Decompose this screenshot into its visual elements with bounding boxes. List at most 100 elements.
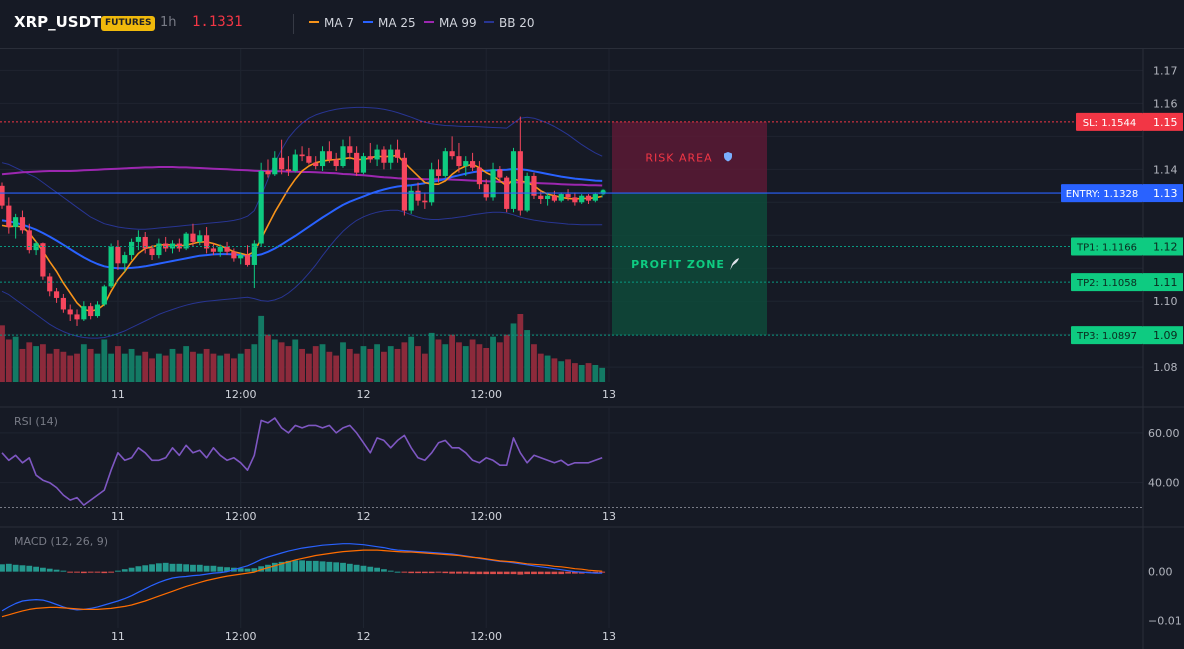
candle[interactable]: [6, 197, 12, 234]
candle[interactable]: [19, 210, 26, 234]
candle[interactable]: [265, 159, 271, 178]
candle[interactable]: [592, 192, 598, 203]
candle[interactable]: [354, 146, 360, 176]
candle[interactable]: [101, 284, 107, 307]
candle[interactable]: [401, 152, 407, 216]
candle[interactable]: [415, 182, 421, 206]
candle[interactable]: [299, 146, 305, 162]
symbol-name[interactable]: XRP_USDT: [14, 13, 102, 31]
candle[interactable]: [360, 152, 367, 175]
candle[interactable]: [285, 156, 292, 176]
candle[interactable]: [74, 309, 80, 326]
candle[interactable]: [483, 179, 489, 201]
candle[interactable]: [388, 144, 394, 170]
macd-histogram-bar: [299, 560, 305, 572]
candle[interactable]: [258, 162, 264, 247]
candle[interactable]: [272, 151, 278, 176]
candle[interactable]: [224, 241, 230, 256]
candle[interactable]: [81, 301, 87, 322]
candle[interactable]: [422, 192, 428, 209]
candle[interactable]: [374, 144, 380, 167]
volume-bar: [230, 358, 237, 382]
volume-bar: [503, 334, 510, 382]
candle[interactable]: [456, 142, 462, 173]
candle[interactable]: [408, 185, 414, 214]
candle[interactable]: [545, 192, 551, 206]
candle[interactable]: [463, 156, 469, 176]
candle[interactable]: [190, 223, 196, 247]
candle[interactable]: [435, 159, 442, 183]
candle[interactable]: [135, 230, 141, 251]
candle[interactable]: [13, 213, 19, 239]
candle[interactable]: [128, 238, 135, 261]
candle[interactable]: [244, 245, 251, 267]
candle[interactable]: [326, 141, 332, 163]
candle[interactable]: [94, 301, 101, 318]
legend-ma-99[interactable]: MA 99: [424, 15, 477, 31]
candle[interactable]: [579, 194, 585, 204]
candle[interactable]: [210, 243, 217, 256]
candle[interactable]: [47, 273, 53, 297]
candle[interactable]: [149, 245, 155, 261]
candle[interactable]: [449, 136, 455, 160]
candle[interactable]: [26, 223, 32, 254]
volume-bar: [40, 344, 46, 382]
candle[interactable]: [333, 152, 339, 171]
candle[interactable]: [313, 156, 319, 170]
candle[interactable]: [279, 139, 285, 175]
candle[interactable]: [497, 166, 503, 183]
candle[interactable]: [524, 172, 530, 213]
candle[interactable]: [442, 147, 448, 178]
candle[interactable]: [115, 240, 121, 270]
candle[interactable]: [251, 240, 257, 289]
interval-selector[interactable]: 1h: [160, 15, 177, 30]
candle[interactable]: [572, 192, 578, 206]
candle[interactable]: [231, 248, 237, 262]
macd-histogram-bar: [469, 571, 476, 575]
candle[interactable]: [558, 192, 564, 203]
candle[interactable]: [238, 252, 244, 265]
candle[interactable]: [60, 293, 66, 313]
candle[interactable]: [292, 149, 298, 173]
legend-bb-20[interactable]: BB 20: [484, 15, 535, 31]
candle[interactable]: [306, 147, 312, 165]
legend-ma-7[interactable]: MA 7: [309, 15, 354, 31]
candle[interactable]: [381, 146, 387, 170]
candle[interactable]: [510, 147, 517, 213]
candle[interactable]: [347, 136, 353, 160]
candle-body: [217, 246, 223, 252]
candle[interactable]: [585, 194, 592, 204]
candle-body: [40, 243, 46, 277]
volume-bar: [537, 353, 544, 382]
candle[interactable]: [156, 238, 162, 259]
candle[interactable]: [176, 238, 182, 252]
price-axis-marker-bg: [1143, 237, 1183, 256]
candle[interactable]: [204, 227, 210, 254]
candle[interactable]: [183, 231, 189, 251]
candle[interactable]: [531, 172, 537, 200]
candle[interactable]: [319, 146, 326, 171]
candle[interactable]: [490, 162, 496, 201]
candle[interactable]: [367, 142, 373, 163]
candle[interactable]: [429, 162, 435, 206]
time-tick-label: 11: [111, 510, 125, 523]
candle[interactable]: [40, 242, 46, 280]
candle[interactable]: [0, 182, 5, 209]
candle[interactable]: [122, 251, 128, 272]
candle[interactable]: [142, 231, 148, 254]
candle[interactable]: [517, 116, 523, 216]
legend-ma-25[interactable]: MA 25: [363, 15, 416, 31]
candle[interactable]: [565, 189, 571, 201]
macd-histogram-bar: [162, 562, 169, 572]
candle[interactable]: [88, 302, 94, 320]
candle[interactable]: [504, 175, 510, 213]
candle[interactable]: [469, 152, 476, 171]
candle[interactable]: [197, 230, 203, 246]
candle[interactable]: [108, 243, 114, 289]
candle[interactable]: [394, 139, 401, 163]
candle[interactable]: [53, 288, 60, 303]
candle[interactable]: [340, 139, 346, 168]
candle[interactable]: [476, 161, 482, 190]
candle[interactable]: [67, 304, 73, 322]
